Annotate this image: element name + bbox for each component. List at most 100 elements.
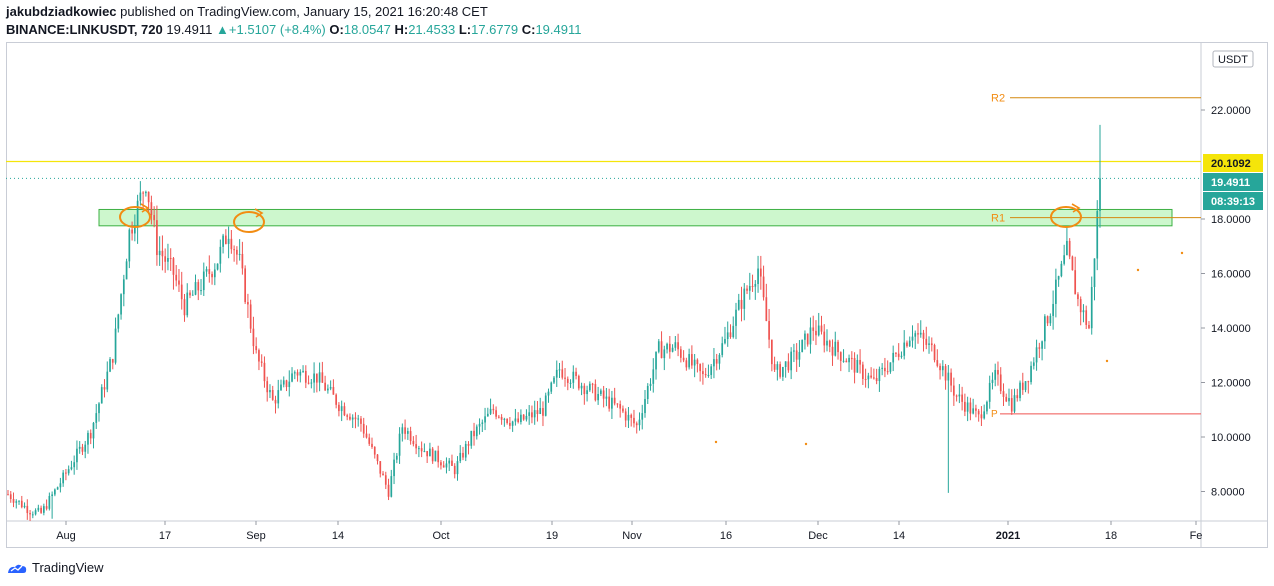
annotations: [119, 203, 1082, 233]
time-tick-label: Aug: [56, 530, 76, 542]
candle-body: [635, 423, 638, 426]
price-axis[interactable]: 8.0000 10.0000 12.0000 14.0000 16.0000 18.000…: [1201, 105, 1251, 499]
candle-body: [131, 229, 133, 234]
candle-body: [59, 483, 62, 488]
candle-body: [29, 513, 31, 515]
candle-body: [693, 359, 696, 366]
candle-body: [975, 408, 977, 411]
candle-body: [274, 399, 277, 404]
candle-body: [809, 327, 812, 345]
time-axis[interactable]: Aug 17 Sep 14 Oct 19 Nov 16 Dec 14 2021 18 Fe: [56, 521, 1202, 542]
price-tick-label: 14.0000: [1211, 323, 1251, 335]
candle-body: [994, 369, 997, 380]
candle-body: [437, 450, 440, 463]
candle-body: [277, 390, 280, 404]
candle-body: [186, 292, 189, 316]
candle-body: [310, 382, 313, 384]
candle-body: [247, 302, 249, 305]
candle-body: [542, 408, 544, 416]
candle-body: [321, 372, 324, 383]
currency-box[interactable]: [1212, 50, 1254, 68]
ohlc-line: BINANCE:LINKUSDT, 720 19.4911 ▲+1.5107 (…: [6, 22, 581, 37]
candle-body: [721, 343, 724, 355]
candle-body: [451, 460, 453, 466]
candle-body: [939, 365, 941, 371]
candle-body: [677, 342, 679, 350]
level-label-r2: R2: [991, 93, 1005, 105]
chart-frame[interactable]: [6, 42, 1268, 548]
candle-body: [318, 372, 321, 383]
time-tick-label: 17: [159, 530, 171, 542]
pivot-dot: [714, 440, 718, 444]
candle-body: [31, 514, 34, 516]
price-badge-bg: [1203, 192, 1263, 210]
candle-body: [1010, 398, 1013, 412]
author-name[interactable]: jakubdziadkowiec: [6, 4, 117, 19]
time-tick-label: Nov: [622, 530, 642, 542]
high-label: H:: [394, 22, 409, 37]
candle-body: [478, 423, 481, 427]
candle-body: [850, 357, 853, 359]
candle-body: [878, 368, 881, 382]
candle-body: [252, 328, 255, 347]
candle-body: [227, 238, 230, 244]
candle-body: [360, 418, 362, 424]
candle-body: [528, 412, 531, 416]
footer-brand[interactable]: TradingView: [32, 560, 104, 575]
candle-body: [475, 426, 478, 437]
candle-body: [1024, 381, 1027, 390]
candle-body: [178, 280, 180, 285]
candle-body: [120, 294, 122, 315]
candle-body: [922, 332, 925, 339]
candle-body: [351, 417, 354, 420]
candle-body: [928, 343, 930, 345]
candle-body: [327, 388, 329, 391]
candle-body: [354, 417, 357, 420]
symbol-label[interactable]: BINANCE:LINKUSDT, 720: [6, 22, 163, 37]
candle-body: [933, 345, 936, 361]
candle-body: [153, 215, 156, 221]
candle-body: [219, 246, 222, 264]
candle-body: [1041, 341, 1043, 349]
candle-body: [464, 444, 467, 458]
price-badge-text: 08:39:13: [1211, 196, 1255, 208]
candle-body: [696, 359, 699, 365]
candle-body: [619, 404, 622, 409]
candle-body: [208, 269, 211, 274]
candle-body: [285, 380, 288, 388]
candle-body: [415, 444, 417, 449]
candle-body: [671, 347, 674, 352]
candle-body: [20, 500, 23, 508]
open-value: 18.0547: [343, 22, 391, 37]
candle-body: [638, 419, 641, 426]
candle-body: [977, 410, 980, 415]
tradingview-logo-icon: [8, 564, 27, 573]
zone-layer: [6, 160, 1201, 227]
candle-body: [660, 341, 663, 359]
candle-body: [384, 475, 387, 485]
candle-body: [172, 258, 175, 275]
candle-body: [533, 410, 536, 418]
candle-body: [566, 378, 569, 383]
pivot-dot: [1180, 251, 1184, 255]
candle-body: [200, 290, 202, 292]
candle-body: [991, 379, 994, 383]
candle-body: [908, 340, 911, 347]
candle-body: [724, 338, 726, 344]
candle-body: [947, 372, 950, 381]
candle-body: [398, 433, 401, 456]
candle-body: [804, 333, 806, 340]
candle-body: [820, 325, 823, 332]
candle-body: [169, 258, 172, 260]
candle-body: [213, 269, 216, 278]
candle-body: [886, 371, 889, 373]
candle-body: [842, 360, 845, 362]
price-badge-bg: [1203, 154, 1263, 172]
candle-body: [762, 276, 765, 298]
candle-body: [925, 338, 928, 345]
candle-body: [961, 394, 963, 402]
candle-body: [917, 333, 919, 335]
candle-body: [674, 342, 677, 348]
candle-body: [440, 462, 442, 466]
